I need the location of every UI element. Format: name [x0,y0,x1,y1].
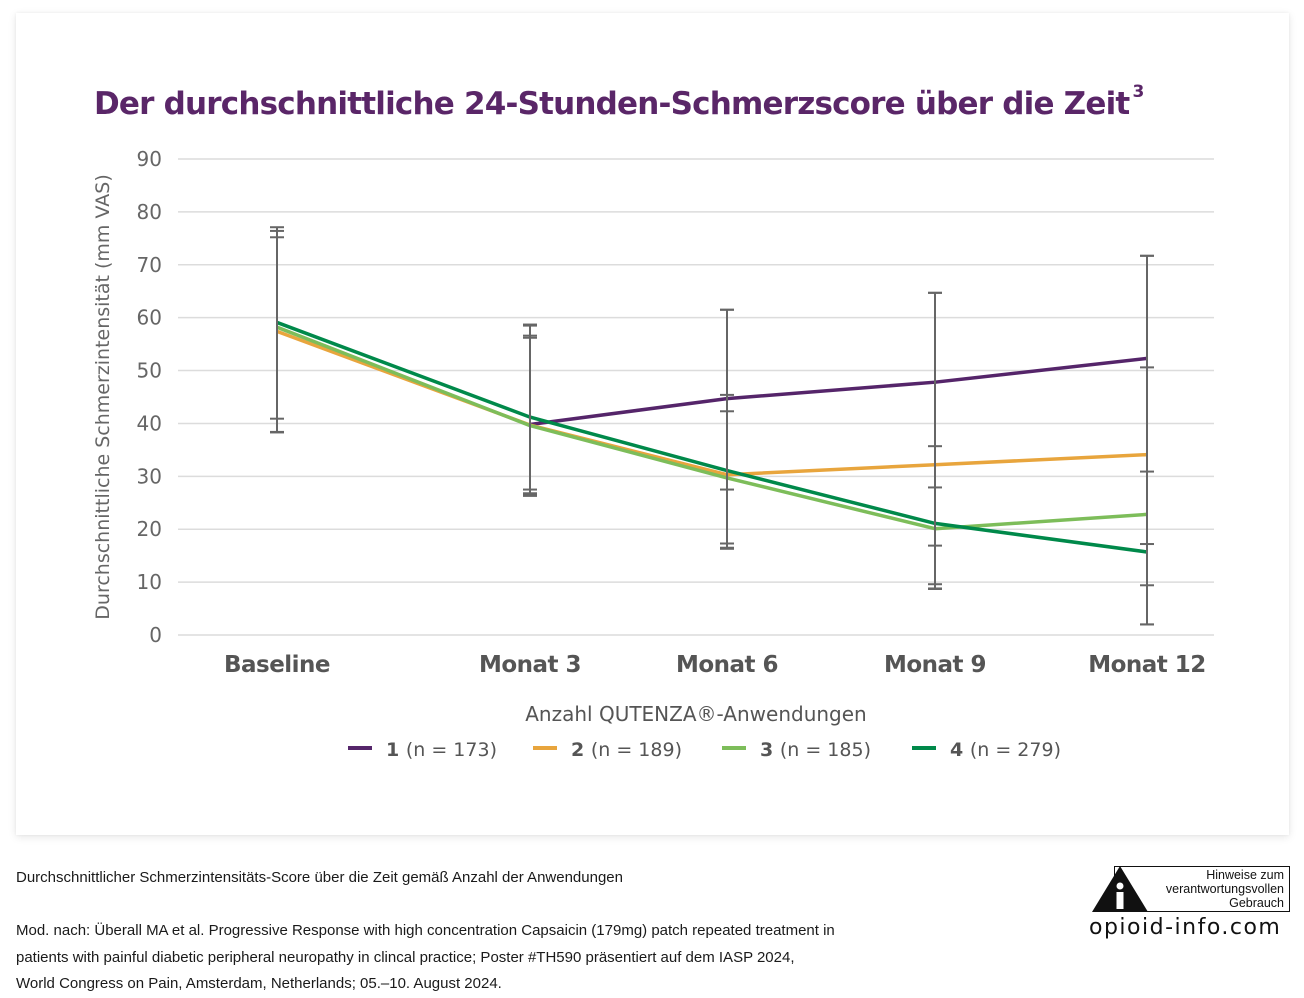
badge-box: Hinweise zum verantwortungsvollen Gebrau… [1114,866,1290,912]
y-tick-label: 20 [137,517,162,541]
legend: 1 (n = 173) 2 (n = 189) 3 (n = 185) 4 (n = … [348,739,1061,761]
legend-label-1: 1 (n = 173) [386,739,497,761]
chart-title: Der durchschnittliche 24-Stunden-Schmerz… [94,82,1144,122]
legend-series-number: 1 [386,739,406,761]
x-tick-label: Monat 6 [676,652,778,678]
legend-label-2: 2 (n = 189) [571,739,682,761]
y-tick-label: 40 [137,411,162,435]
y-tick-label: 80 [137,200,162,224]
legend-sample-size: (n = 189) [591,739,682,761]
x-tick-label: Monat 12 [1088,652,1206,678]
x-tick-label: Monat 3 [479,652,581,678]
series-line-3 [276,325,1148,531]
x-tick-label: Monat 9 [884,652,986,678]
responsible-use-badge[interactable]: Hinweise zum verantwortungsvollen Gebrau… [1090,866,1290,912]
badge-line: Hinweise zum [1206,868,1284,882]
line-chart: 0 10 20 30 40 50 60 70 80 90 Durchschnittliche Sc… [92,147,1214,761]
x-axis-label: Anzahl QUTENZA®-Anwendungen [525,702,866,726]
reference-line: Mod. nach: Überall MA et al. Progressive… [16,922,835,939]
legend-series-number: 2 [571,739,591,761]
y-tick-label: 70 [137,253,162,277]
legend-sample-size: (n = 185) [780,739,871,761]
reference-line: patients with painful diabetic periphera… [16,948,795,966]
y-axis-label: Durchschnittliche Schmerzintensität (mm … [92,174,114,619]
y-tick-label: 10 [137,570,162,594]
title-footnote-marker: 3 [1132,81,1144,102]
y-tick-label: 50 [137,359,162,383]
badge-text: Hinweise zum verantwortungsvollen Gebrau… [1166,868,1284,910]
series-line-1 [529,356,1148,427]
series-line-2 [276,329,1148,477]
series-lines [276,320,1148,554]
legend-label-4: 4 (n = 279) [950,739,1061,761]
reference-line: World Congress on Pain, Amsterdam, Nethe… [16,975,502,992]
chart-title-text: Der durchschnittliche 24-Stunden-Schmerz… [94,86,1130,122]
info-warning-triangle-icon [1092,866,1148,912]
badge-line: verantwortungsvollen [1165,882,1284,896]
y-tick-label: 60 [137,306,162,330]
reference-text: Mod. nach: Überall MA et al. Progressive… [16,918,1026,998]
badge-line: Gebrauch [1229,896,1284,910]
legend-series-number: 3 [760,739,780,761]
site-url[interactable]: opioid-info.com [1089,915,1282,940]
gridlines [178,158,1214,636]
chart-caption: Durchschnittlicher Schmerzintensitäts-Sc… [16,869,623,886]
y-tick-label: 0 [149,623,162,647]
y-tick-label: 30 [137,464,162,488]
series-line-4 [276,320,1148,554]
legend-sample-size: (n = 279) [970,739,1061,761]
x-tick-label: Baseline [224,652,330,678]
legend-label-3: 3 (n = 185) [760,739,871,761]
x-axis-ticks: Baseline Monat 3 Monat 6 Monat 9 Monat 12 [224,652,1206,678]
legend-series-number: 4 [950,739,970,761]
legend-sample-size: (n = 173) [406,739,497,761]
error-bars [270,226,1154,626]
y-tick-label: 90 [137,147,162,171]
y-axis-ticks: 0 10 20 30 40 50 60 70 80 90 [137,147,162,647]
